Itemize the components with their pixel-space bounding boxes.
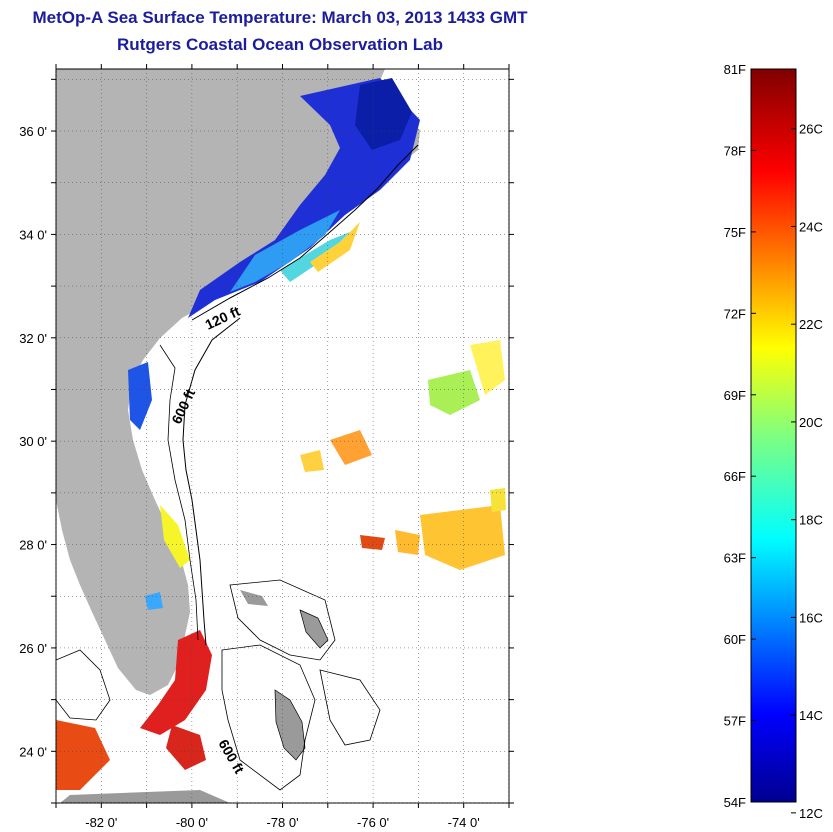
contour-label-120: 120 ft [203, 303, 243, 333]
colorbar-label-c: 12C [799, 806, 823, 821]
land-us-coast [56, 69, 420, 695]
sst-warm-gulfstream [140, 630, 212, 735]
contour-600ft [182, 317, 241, 646]
colorbar-label-c: 26C [799, 122, 823, 137]
land-andros [274, 689, 306, 761]
colorbar-label-f: 81F [724, 62, 746, 77]
lon-tick-label: -74 0' [448, 815, 480, 830]
colorbar-label-f: 78F [724, 143, 746, 158]
lat-tick-label: 30 0' [19, 434, 47, 449]
colorbar-label-c: 16C [799, 610, 823, 625]
lat-tick-label: 28 0' [19, 538, 47, 553]
colorbar-label-f: 60F [724, 632, 746, 647]
colorbar-label-c: 24C [799, 219, 823, 234]
colorbar-label-f: 72F [724, 306, 746, 321]
contour-label-600-south: 600 ft [215, 737, 247, 777]
colorbar-label-c: 22C [799, 317, 823, 332]
colorbar-label-f: 69F [724, 388, 746, 403]
lon-tick-label: -80 0' [176, 815, 208, 830]
axis-ticks: 36 0' 34 0' 32 0' 30 0' 28 0' 26 0' 24 0' -82 0… [19, 64, 514, 830]
lon-tick-label: -78 0' [266, 815, 298, 830]
lat-tick-label: 32 0' [19, 331, 47, 346]
colorbar-label-c: 20C [799, 415, 823, 430]
colorbar-label-f: 63F [724, 551, 746, 566]
colorbar-label-c: 14C [799, 708, 823, 723]
lat-tick-label: 34 0' [19, 227, 47, 242]
lat-tick-label: 36 0' [19, 124, 47, 139]
lat-tick-label: 24 0' [19, 744, 47, 759]
contour-label-600-north: 600 ft [168, 386, 198, 426]
colorbar-label-c: 18C [799, 513, 823, 528]
lon-tick-label: -82 0' [85, 815, 117, 830]
map-subtitle: Rutgers Coastal Ocean Observation Lab [117, 35, 443, 54]
colorbar-label-f: 75F [724, 225, 746, 240]
contour-120ft [191, 144, 419, 321]
colorbar-label-f: 66F [724, 469, 746, 484]
map-title: MetOp-A Sea Surface Temperature: March 0… [32, 8, 528, 27]
colorbar [750, 68, 797, 803]
lon-tick-label: -76 0' [357, 815, 389, 830]
colorbar-label-f: 54F [724, 795, 746, 810]
colorbar-labels: 81F 78F 75F 72F 69F 66F 63F 60F 57F 54F 26C 24C 22C 2… [724, 62, 823, 821]
colorbar-label-f: 57F [724, 714, 746, 729]
land-abaco [299, 609, 329, 649]
lat-tick-label: 26 0' [19, 641, 47, 656]
sst-cold-shelf [188, 78, 420, 318]
